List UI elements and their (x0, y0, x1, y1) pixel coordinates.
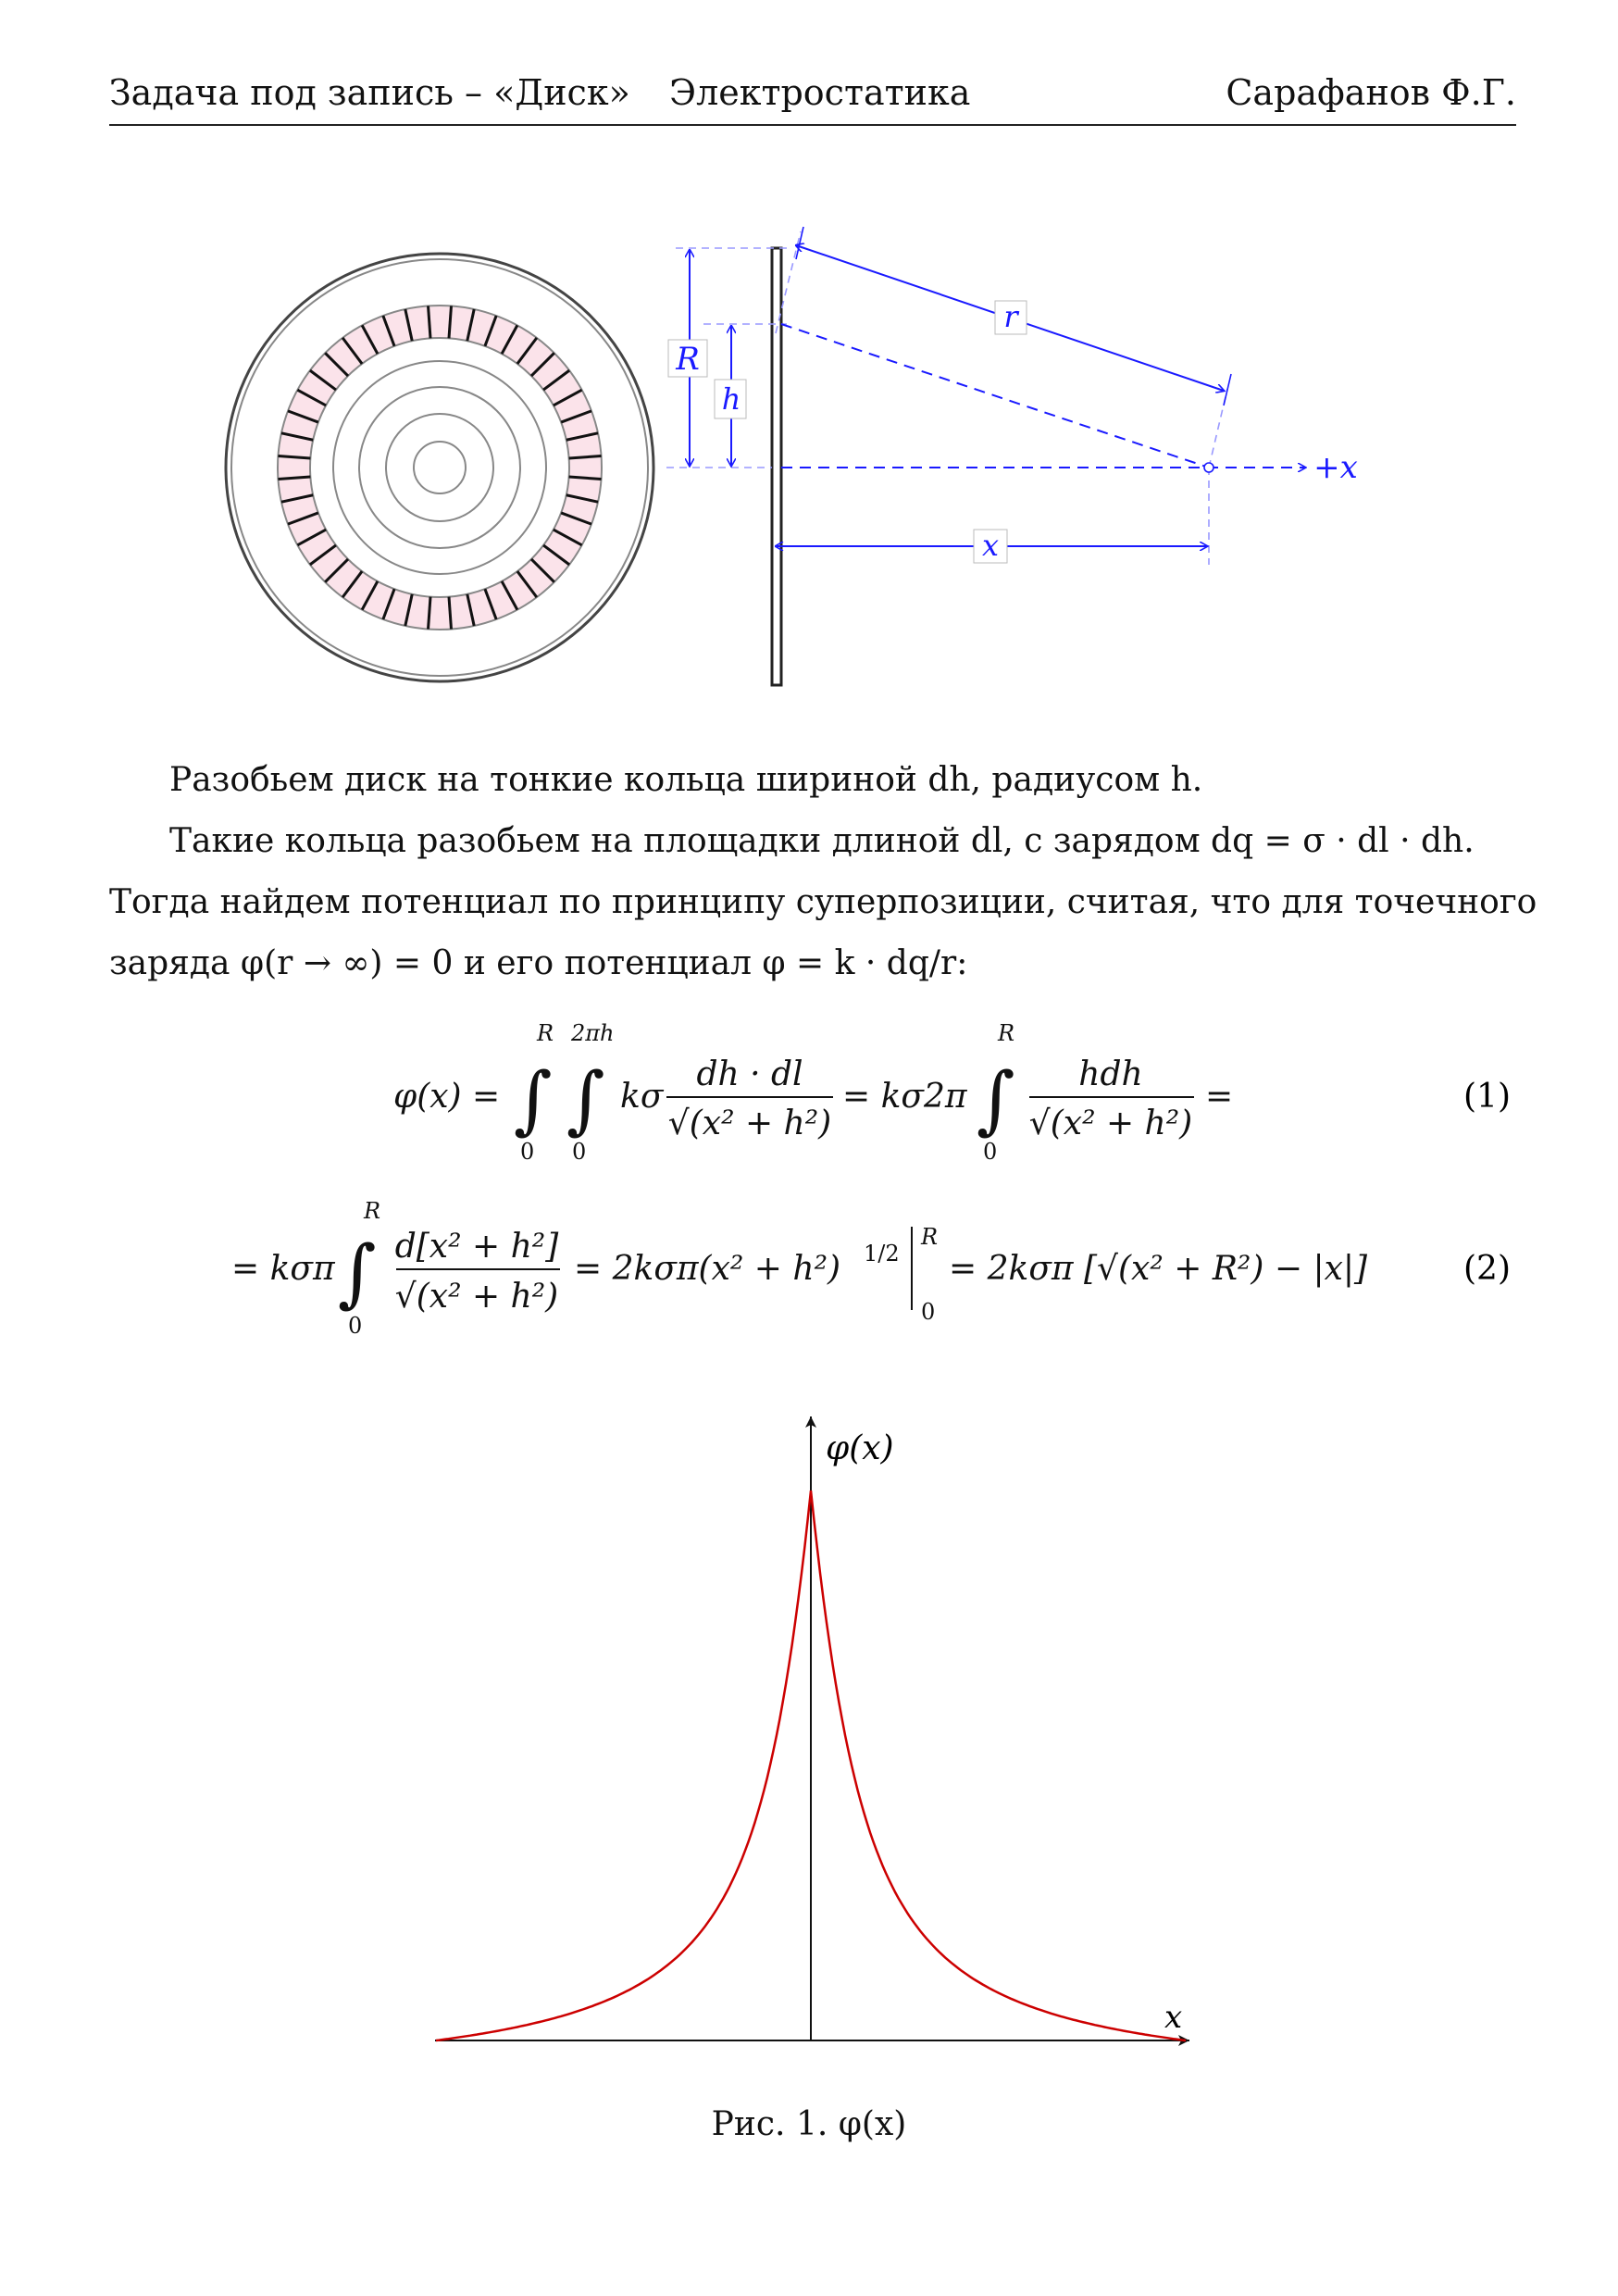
paragraph-1: Разобьем диск на тонкие кольца шириной d… (169, 761, 1203, 799)
ring-tick (529, 352, 555, 378)
eq2-mid: = 2kσπ(x² + h²) (574, 1250, 840, 1288)
eq2-frac-den: √(x² + h²) (395, 1278, 558, 1316)
ring-tick (500, 324, 519, 355)
eq1-tail: = (1205, 1078, 1233, 1116)
eq2-int-lower: 0 (348, 1313, 362, 1339)
ring-tick (566, 493, 599, 504)
paragraph-4: заряда φ(r → ∞) = 0 и его потенциал φ = … (109, 944, 968, 982)
ring-tick (280, 431, 314, 442)
ring-tick (483, 588, 498, 620)
eq1-coef: kσ (620, 1078, 665, 1116)
ring-tick (278, 475, 311, 480)
ring-tick (466, 308, 476, 342)
x-axis-label: x (1164, 1999, 1182, 2036)
eq1-eq2: = kσ2π (842, 1078, 968, 1116)
ring-segment-ticks (278, 306, 602, 630)
charged-ring (279, 306, 601, 629)
ring-tick (568, 455, 602, 460)
eq1-int1-lower: 0 (520, 1139, 534, 1165)
ring-tick (278, 455, 311, 460)
eq1-frac2-den: √(x² + h²) (1029, 1104, 1192, 1142)
eq1-frac-num: dh · dl (696, 1055, 803, 1093)
ring-tick (553, 528, 583, 547)
paragraph-3: Тогда найдем потенциал по принципу супер… (109, 883, 1537, 921)
figure-caption: Рис. 1. φ(x) (711, 2105, 907, 2143)
ring-tick (280, 493, 314, 504)
ring-tick (447, 306, 453, 339)
eq2-eval-upper: R (920, 1224, 938, 1250)
eq1-int3-lower: 0 (983, 1139, 997, 1165)
disk-front-view (224, 252, 655, 683)
ring-tick (287, 409, 319, 424)
ring-tick (341, 570, 364, 598)
eq2-eval-lower: 0 (921, 1299, 935, 1325)
ring-tick (324, 352, 350, 378)
ring-tick (427, 596, 432, 630)
eq1-integral-1: ∫ (514, 1056, 553, 1142)
y-axis-label: φ(x) (826, 1429, 894, 1467)
label-h: h (722, 381, 741, 417)
eq2-exp: 1/2 (864, 1241, 900, 1267)
ring-tick (404, 308, 414, 342)
ring-tick (341, 337, 364, 365)
potential-chart: x φ(x) (435, 1416, 1189, 2046)
eq1-int3-upper: R (997, 1020, 1014, 1046)
ring-tick (500, 580, 519, 611)
header-left: Задача под запись – «Диск» (109, 72, 630, 113)
ring-tick (324, 557, 350, 583)
ring-tick (483, 315, 498, 347)
eq1-number: (1) (1463, 1078, 1511, 1116)
ring-tick (309, 543, 337, 567)
disk-diagram: R h +x r x (224, 226, 1358, 687)
ring-tick (404, 593, 414, 627)
disk-side-view: R h +x r x (666, 226, 1358, 687)
eq1-int2-lower: 0 (572, 1139, 586, 1165)
header-center: Электростатика (669, 72, 971, 113)
ring-tick (516, 570, 539, 598)
ring-tick (466, 593, 476, 627)
ring-tick (360, 580, 380, 611)
ring-tick (309, 368, 337, 392)
equation-2: = kσπ ∫ R 0 d[x² + h²] √(x² + h²) = 2kσπ… (231, 1198, 1511, 1339)
label-r: r (1003, 299, 1019, 334)
eq1-integral-3: ∫ (977, 1056, 1015, 1142)
eq1-int1-upper: R (536, 1020, 554, 1046)
eq2-frac-num: d[x² + h²] (395, 1228, 559, 1266)
page-header: Задача под запись – «Диск» Электростатик… (109, 72, 1516, 126)
eq1-lhs: φ(x) = (393, 1078, 500, 1116)
ring-tick (381, 315, 396, 347)
ring-tick (296, 388, 327, 407)
ring-tick (360, 324, 380, 355)
ring-tick (553, 388, 583, 407)
ring-tick (542, 543, 570, 567)
potential-curve (435, 1490, 1187, 2042)
ring-tick (566, 431, 599, 442)
ring-tick (529, 557, 555, 583)
header-right: Сарафанов Ф.Г. (1226, 72, 1516, 113)
eq2-int-upper: R (363, 1198, 380, 1224)
ring-tick (542, 368, 570, 392)
eq1-int2-upper: 2πh (570, 1020, 615, 1046)
eq1-frac-den: √(x² + h²) (668, 1104, 831, 1142)
label-plus-x: +x (1313, 449, 1358, 486)
ring-tick (560, 409, 592, 424)
eq2-number: (2) (1463, 1250, 1511, 1288)
ring-tick (447, 596, 453, 630)
label-x: x (982, 528, 999, 563)
ring-tick (296, 528, 327, 547)
eq2-lhs: = kσπ (231, 1250, 336, 1288)
eq1-frac2-num: hdh (1078, 1055, 1142, 1093)
ring-tick (568, 475, 602, 480)
eq2-rhs: = 2kσπ [√(x² + R²) − |x|] (949, 1250, 1368, 1288)
eq2-integral: ∫ (338, 1229, 377, 1316)
ring-tick (287, 511, 319, 526)
ring-tick (427, 306, 432, 339)
equation-1: φ(x) = ∫ R 0 ∫ 2πh 0 kσ dh · dl √(x² + h… (393, 1020, 1511, 1165)
ring-tick (560, 511, 592, 526)
ring-tick (381, 588, 396, 620)
label-R: R (675, 341, 700, 378)
paragraph-2: Такие кольца разобьем на площадки длиной… (169, 822, 1475, 860)
ring-tick (516, 337, 539, 365)
eq1-integral-2: ∫ (566, 1056, 605, 1142)
